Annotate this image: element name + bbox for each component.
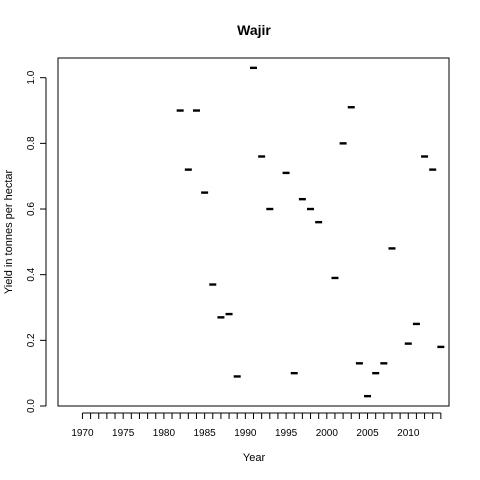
y-tick-label: 0.2	[26, 333, 37, 347]
y-tick-label: 0.6	[26, 202, 37, 216]
x-tick-label: 2000	[316, 428, 339, 439]
x-tick-label: 1980	[153, 428, 176, 439]
x-tick-label: 1970	[71, 428, 94, 439]
x-tick-label: 1995	[275, 428, 298, 439]
x-tick-label: 1975	[112, 428, 135, 439]
x-tick-label: 2010	[397, 428, 420, 439]
y-tick-label: 0.0	[26, 399, 37, 413]
x-tick-label: 1985	[194, 428, 217, 439]
chart-title: Wajir	[237, 22, 271, 38]
y-tick-label: 0.8	[26, 136, 37, 150]
data-points	[176, 66, 445, 398]
y-axis: 0.0 0.2 0.4 0.6 0.8 1.0	[26, 70, 47, 413]
x-axis-label: Year	[243, 452, 266, 464]
y-tick-label: 1.0	[26, 70, 37, 84]
x-axis: 1970 1975 1980 1985 1990 1995 2000 2005 2010	[71, 412, 442, 439]
y-axis-label: Yield in tonnes per hectar	[3, 169, 15, 294]
x-tick-label: 2005	[356, 428, 379, 439]
x-tick-label: 1990	[234, 428, 257, 439]
plot-frame	[57, 57, 450, 407]
y-tick-label: 0.4	[26, 267, 37, 281]
